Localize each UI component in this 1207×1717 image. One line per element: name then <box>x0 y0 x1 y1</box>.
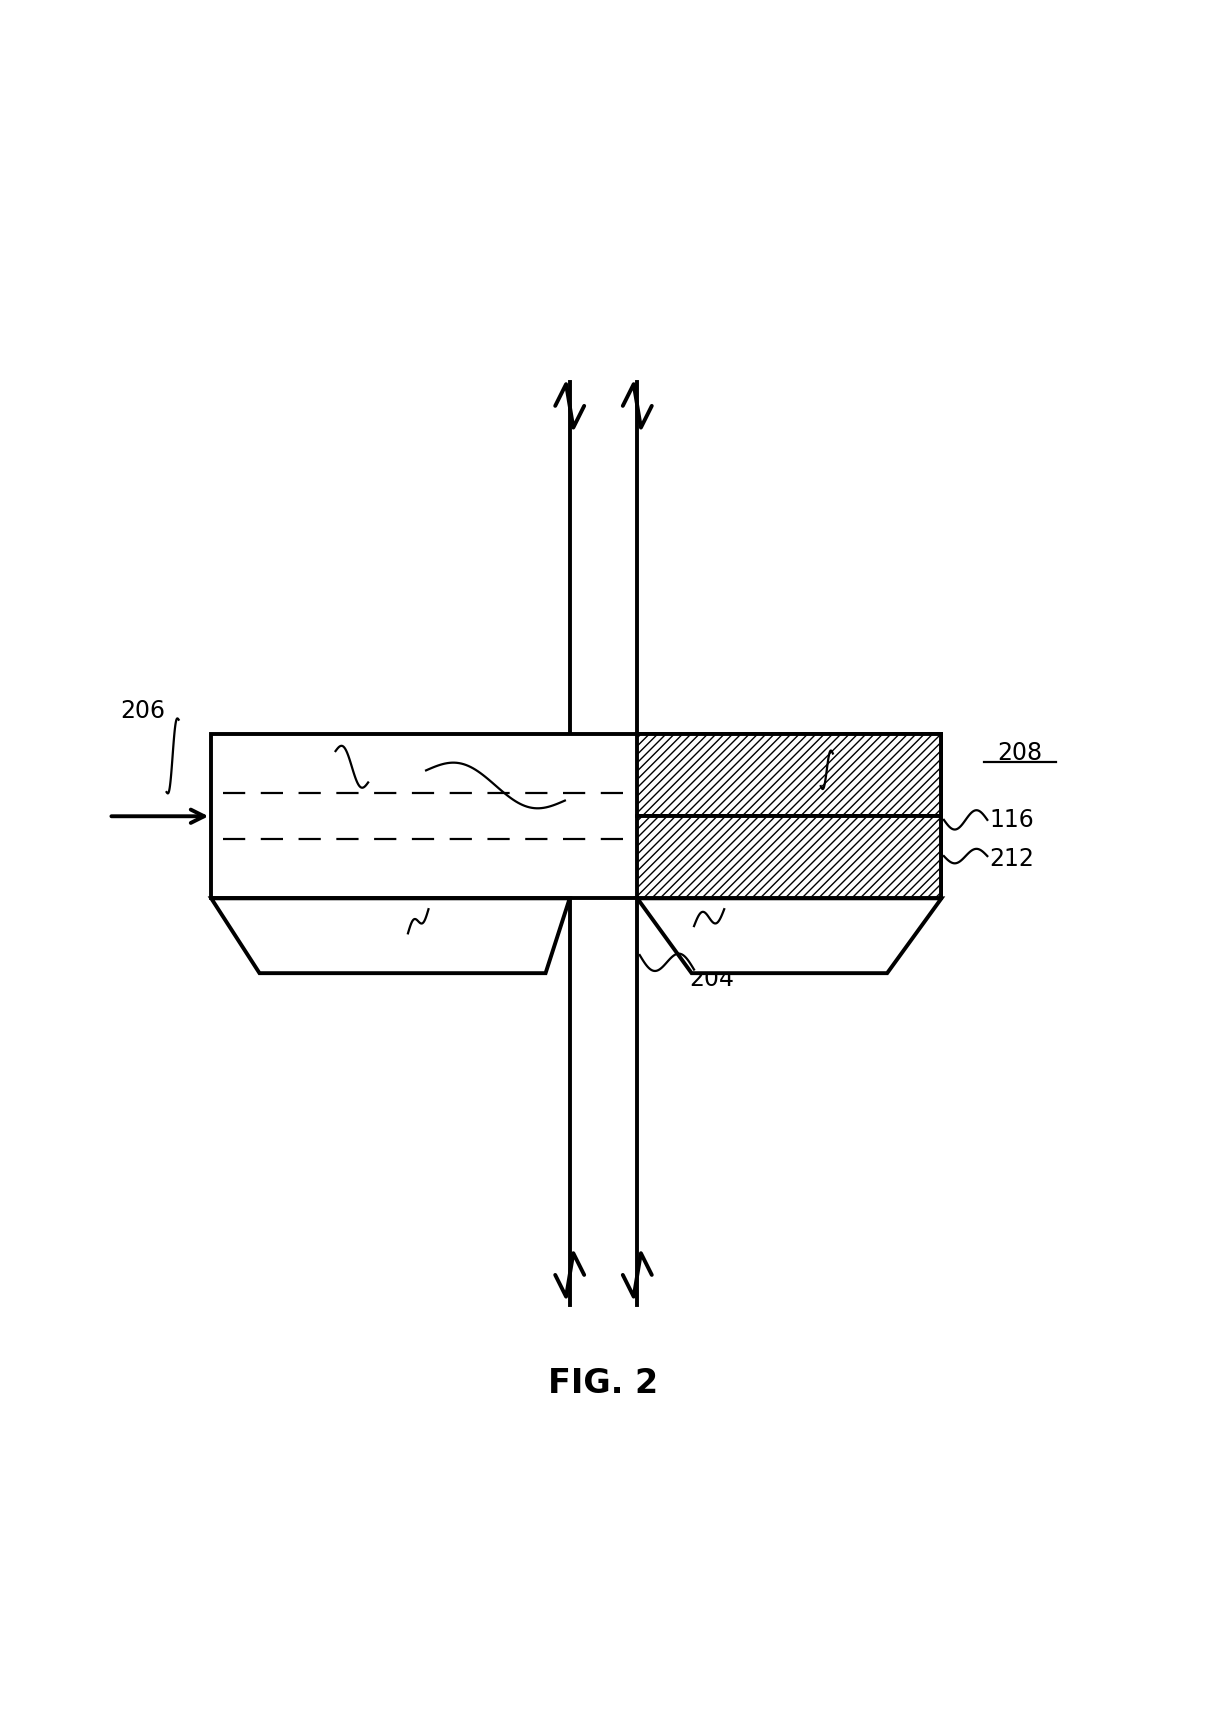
Polygon shape <box>637 898 941 974</box>
Text: 212: 212 <box>990 846 1034 871</box>
Text: 112: 112 <box>285 731 331 755</box>
Text: 204: 204 <box>689 967 735 991</box>
Text: FIG. 2: FIG. 2 <box>548 1367 659 1399</box>
Bar <box>637 735 941 816</box>
Text: 216: 216 <box>810 731 856 755</box>
Bar <box>211 735 941 898</box>
Text: 206: 206 <box>119 699 165 723</box>
Text: 218: 218 <box>375 750 421 774</box>
Text: 210: 210 <box>665 922 711 946</box>
Polygon shape <box>211 898 570 974</box>
Text: 208: 208 <box>997 742 1043 766</box>
Text: 116: 116 <box>990 809 1034 831</box>
Bar <box>637 816 941 898</box>
Text: 214: 214 <box>375 931 421 955</box>
